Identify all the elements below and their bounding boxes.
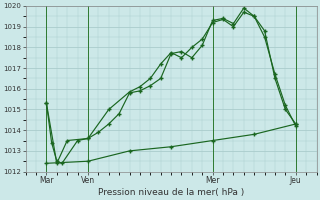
X-axis label: Pression niveau de la mer( hPa ): Pression niveau de la mer( hPa ) bbox=[98, 188, 244, 197]
